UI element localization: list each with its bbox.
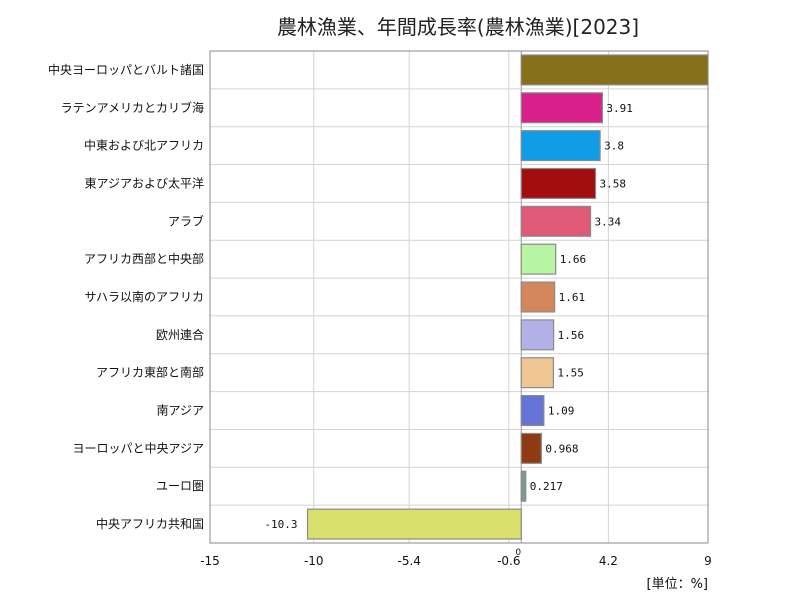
category-label-0: 中央ヨーロッパとバルト諸国 — [48, 62, 204, 77]
tick-labels: -15 -10 -5.4 -0.6 4.2 9 0 — [200, 548, 712, 568]
tick-label-3: -0.6 — [497, 554, 520, 568]
category-label-10: ヨーロッパと中央アジア — [72, 440, 204, 455]
category-label-4: アラブ — [168, 213, 204, 228]
bar-0 — [520, 54, 709, 86]
tick-label-4: 4.2 — [599, 554, 618, 568]
data-label-11: 0.217 — [530, 480, 563, 493]
data-label-10: 0.968 — [545, 442, 578, 455]
data-label-2: 3.8 — [604, 140, 624, 153]
bar-5 — [520, 243, 557, 275]
bar-2 — [520, 130, 601, 162]
category-label-7: 欧州連合 — [156, 327, 204, 342]
plot-background — [210, 51, 708, 543]
category-label-9: 南アジア — [156, 403, 204, 418]
tick-label-1: -10 — [304, 554, 324, 568]
bar-12 — [306, 508, 522, 540]
bar-1 — [520, 92, 603, 124]
bar-10 — [520, 432, 542, 464]
bar-11 — [520, 470, 527, 502]
tick-label-0: -15 — [200, 554, 220, 568]
data-label-5: 1.66 — [560, 253, 587, 266]
category-label-8: アフリカ東部と南部 — [96, 365, 204, 380]
data-label-9: 1.09 — [548, 405, 575, 418]
bar-4 — [520, 205, 592, 237]
tick-label-5: 9 — [704, 554, 712, 568]
bar-8 — [520, 357, 555, 389]
data-label-8: 1.55 — [557, 367, 584, 380]
category-label-3: 東アジアおよび太平洋 — [84, 175, 204, 190]
zero-tick-label: 0 — [515, 548, 521, 558]
bar-6 — [520, 281, 556, 313]
category-labels: 中央ヨーロッパとバルト諸国ラテンアメリカとカリブ海中東および北アフリカ東アジアお… — [48, 62, 204, 531]
grid — [209, 51, 709, 543]
category-label-2: 中東および北アフリカ — [84, 138, 204, 153]
data-label-6: 1.61 — [559, 291, 586, 304]
category-label-1: ラテンアメリカとカリブ海 — [61, 100, 204, 115]
data-label-4: 3.34 — [595, 215, 622, 228]
data-label-7: 1.56 — [558, 329, 585, 342]
data-label-1: 3.91 — [606, 102, 633, 115]
bars: 3.91 3.8 3.58 3.34 1.66 1.61 1.56 1.55 1.09 0.968… — [264, 54, 709, 540]
data-label-3: 3.58 — [600, 177, 627, 190]
category-label-6: サハラ以南のアフリカ — [84, 289, 204, 304]
chart-title: 農林漁業、年間成長率(農林漁業)[2023] — [277, 15, 639, 39]
category-label-12: 中央アフリカ共和国 — [96, 516, 204, 531]
category-label-5: アフリカ西部と中央部 — [84, 251, 204, 266]
bar-3 — [520, 167, 597, 199]
plot-frame — [209, 50, 709, 544]
bar-9 — [520, 395, 545, 427]
category-label-11: ユーロ圏 — [156, 479, 204, 493]
data-label-12: -10.3 — [264, 518, 297, 531]
tick-label-2: -5.4 — [397, 554, 420, 568]
unit-label: [単位：%] — [647, 576, 709, 592]
bar-7 — [520, 319, 555, 351]
